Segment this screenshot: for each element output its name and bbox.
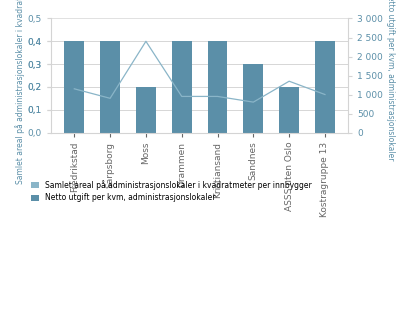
Bar (100, 41, 120, 133)
Bar (315, 41, 334, 133)
Bar (136, 87, 155, 133)
Bar (207, 41, 227, 133)
Bar (279, 87, 298, 133)
Bar (64, 41, 84, 133)
Y-axis label: Netto utgift per kvm, administrasjonslokaler: Netto utgift per kvm, administrasjonslok… (385, 0, 394, 161)
Y-axis label: Samlet areal på administrasjonslokaler i kvadratmeter p: Samlet areal på administrasjonslokaler i… (15, 0, 25, 184)
Legend: Samlet areal på administrasjonslokaler i kvadratmeter per innbygger, Netto utgif: Samlet areal på administrasjonslokaler i… (31, 180, 311, 202)
Bar (171, 41, 191, 133)
Bar (243, 64, 263, 133)
